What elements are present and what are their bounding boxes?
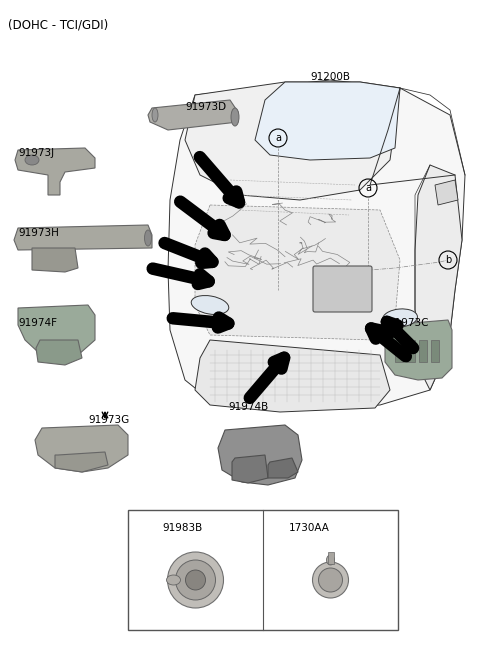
Bar bbox=[128, 510, 398, 630]
Polygon shape bbox=[15, 148, 95, 195]
Polygon shape bbox=[218, 425, 302, 485]
Bar bbox=[327, 552, 334, 564]
Ellipse shape bbox=[383, 309, 418, 327]
Ellipse shape bbox=[191, 296, 229, 314]
Text: 91973D: 91973D bbox=[185, 102, 226, 112]
Text: a: a bbox=[365, 183, 371, 193]
Text: 91200B: 91200B bbox=[310, 72, 350, 82]
Text: 1730AA: 1730AA bbox=[289, 523, 330, 533]
Circle shape bbox=[319, 568, 343, 592]
Polygon shape bbox=[195, 340, 390, 412]
Ellipse shape bbox=[25, 155, 39, 165]
Text: a: a bbox=[142, 523, 148, 533]
Ellipse shape bbox=[326, 555, 335, 565]
FancyBboxPatch shape bbox=[313, 266, 372, 312]
Text: a: a bbox=[275, 133, 281, 143]
Bar bbox=[407, 340, 415, 362]
Text: 91973C: 91973C bbox=[388, 318, 429, 328]
Polygon shape bbox=[255, 82, 400, 160]
Polygon shape bbox=[415, 165, 462, 390]
Polygon shape bbox=[435, 180, 458, 205]
Polygon shape bbox=[148, 100, 238, 130]
Text: 91973H: 91973H bbox=[18, 228, 59, 238]
Bar bbox=[431, 340, 439, 362]
Circle shape bbox=[168, 552, 224, 608]
Bar bbox=[395, 340, 403, 362]
Ellipse shape bbox=[231, 108, 239, 126]
Text: b: b bbox=[269, 523, 275, 533]
Polygon shape bbox=[268, 458, 298, 478]
Polygon shape bbox=[195, 205, 400, 340]
Circle shape bbox=[312, 562, 348, 598]
Text: b: b bbox=[445, 255, 451, 265]
Text: (DOHC - TCI/GDI): (DOHC - TCI/GDI) bbox=[8, 18, 108, 31]
Polygon shape bbox=[168, 80, 465, 410]
Polygon shape bbox=[385, 320, 452, 380]
Text: 91974F: 91974F bbox=[18, 318, 57, 328]
Circle shape bbox=[176, 560, 216, 600]
Ellipse shape bbox=[152, 108, 158, 122]
Polygon shape bbox=[32, 248, 78, 272]
Ellipse shape bbox=[167, 575, 180, 585]
Polygon shape bbox=[35, 425, 128, 472]
Text: 91973J: 91973J bbox=[18, 148, 54, 158]
Text: 91973G: 91973G bbox=[88, 415, 129, 425]
Polygon shape bbox=[232, 455, 268, 483]
Circle shape bbox=[185, 570, 205, 590]
Polygon shape bbox=[55, 452, 108, 472]
Polygon shape bbox=[18, 305, 95, 358]
Text: 91974B: 91974B bbox=[228, 402, 268, 412]
Polygon shape bbox=[185, 82, 400, 200]
Polygon shape bbox=[36, 340, 82, 365]
Text: 91983B: 91983B bbox=[162, 523, 202, 533]
Bar bbox=[419, 340, 427, 362]
Ellipse shape bbox=[144, 230, 152, 246]
Polygon shape bbox=[14, 225, 152, 250]
